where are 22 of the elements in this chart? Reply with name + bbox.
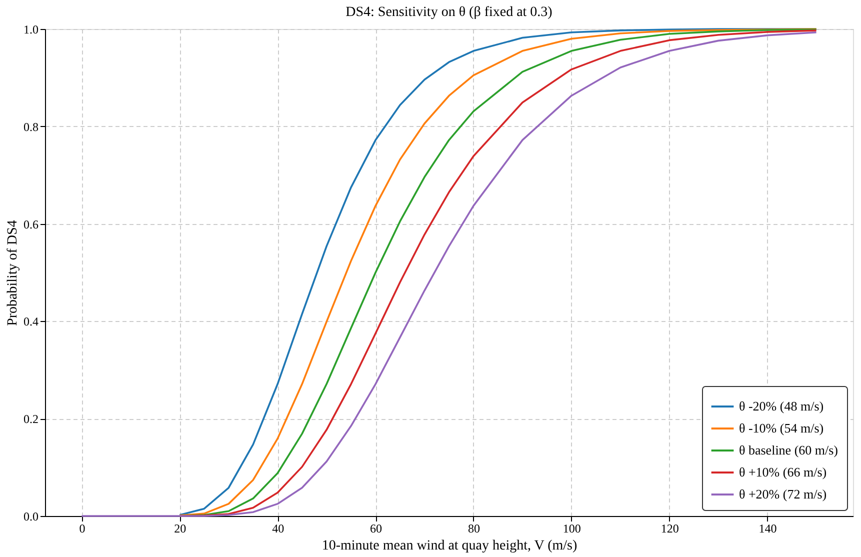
x-tick-label: 120: [660, 522, 679, 536]
legend-label: θ +20% (72 m/s): [739, 486, 827, 502]
y-tick-label: 0.8: [24, 120, 38, 134]
chart-title: DS4: Sensitivity on θ (β fixed at 0.3): [346, 5, 553, 20]
legend-label: θ -20% (48 m/s): [739, 398, 824, 414]
y-tick-label: 0.0: [24, 510, 38, 524]
y-axis-title: Probability of DS4: [6, 220, 20, 326]
legend-label: θ +10% (66 m/s): [739, 464, 827, 480]
x-tick-label: 100: [562, 522, 581, 536]
legend-label: θ -10% (54 m/s): [739, 420, 824, 436]
x-axis-title: 10-minute mean wind at quay height, V (m/s): [322, 538, 578, 554]
x-tick-label: 80: [468, 522, 480, 536]
x-tick-label: 140: [758, 522, 777, 536]
x-tick-label: 60: [370, 522, 382, 536]
x-tick-label: 0: [79, 522, 86, 536]
y-tick-label: 0.6: [24, 217, 38, 232]
x-tick-label: 40: [272, 522, 284, 536]
y-tick-label: 0.4: [24, 314, 38, 329]
y-tick-label: 0.2: [24, 412, 38, 426]
y-tick-label: 1.0: [24, 22, 38, 36]
x-tick-label: 20: [174, 522, 186, 536]
legend-label: θ baseline (60 m/s): [739, 442, 838, 458]
